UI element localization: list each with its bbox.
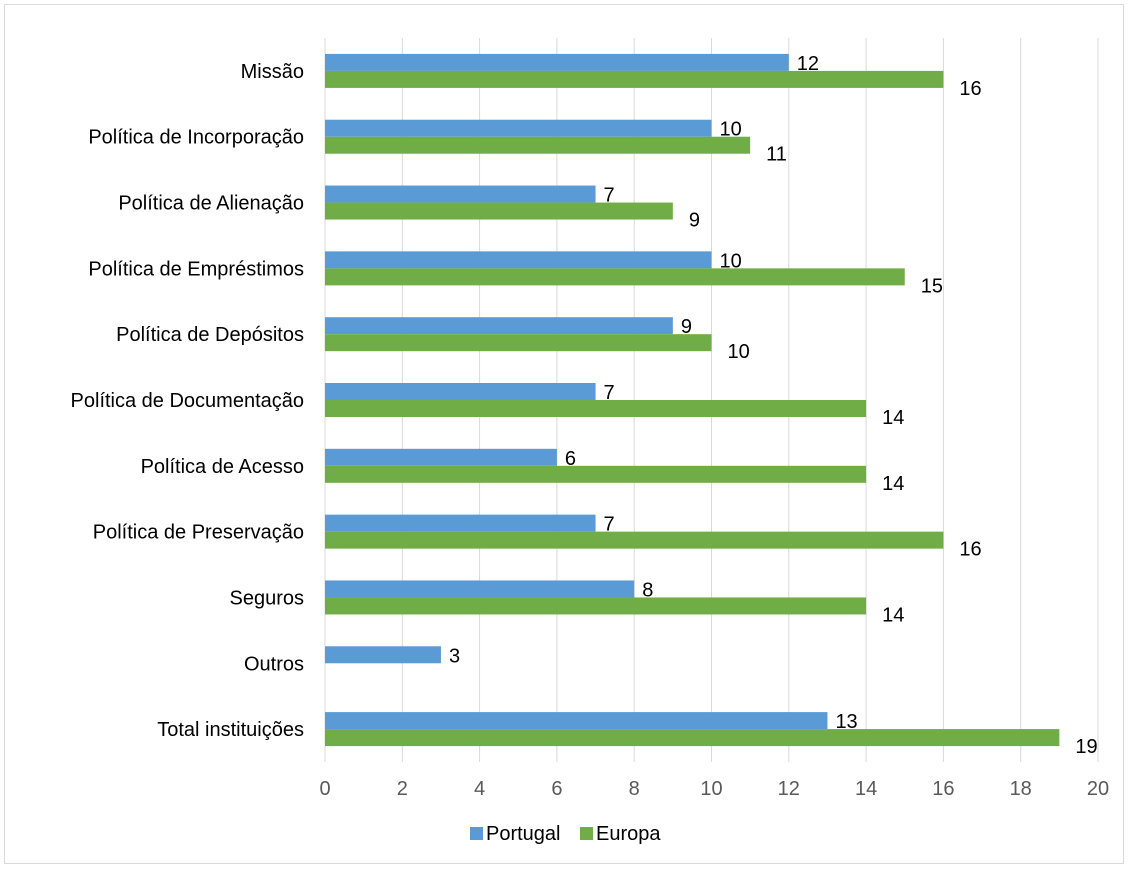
data-label-portugal: 8	[642, 579, 653, 601]
legend-swatch-portugal	[470, 827, 483, 840]
x-tick-label: 2	[397, 778, 408, 800]
bar-portugal	[325, 186, 596, 203]
legend-label-europa: Europa	[596, 823, 661, 845]
bar-europa	[325, 137, 750, 154]
bar-europa	[325, 729, 1059, 746]
category-label: Política de Empréstimos	[88, 258, 304, 280]
bar-europa	[325, 532, 943, 549]
bar-europa	[325, 597, 866, 614]
x-tick-label: 20	[1087, 778, 1109, 800]
data-label-portugal: 10	[720, 119, 742, 141]
data-label-portugal: 12	[797, 53, 819, 75]
category-label: Política de Depósitos	[116, 324, 304, 346]
data-label-portugal: 7	[604, 514, 615, 536]
data-label-europa: 10	[728, 341, 750, 363]
data-label-portugal: 7	[604, 185, 615, 207]
data-label-europa: 11	[766, 144, 787, 166]
category-label: Total instituições	[157, 719, 304, 741]
bar-europa	[325, 466, 866, 483]
data-label-europa: 19	[1075, 736, 1097, 758]
bar-portugal	[325, 580, 634, 597]
bar-europa	[325, 400, 866, 417]
x-tick-label: 4	[474, 778, 485, 800]
bar-portugal	[325, 449, 557, 466]
category-label: Política de Acesso	[141, 456, 304, 478]
data-label-europa: 15	[921, 275, 943, 297]
bars	[325, 54, 1059, 746]
data-label-portugal: 13	[835, 711, 857, 733]
data-label-portugal: 3	[449, 645, 460, 667]
x-tick-label: 8	[629, 778, 640, 800]
value-axis: 0 2 4 6 8 10 12 14 16 18 20	[319, 778, 1109, 800]
data-label-portugal: 9	[681, 316, 692, 338]
data-label-europa: 16	[959, 539, 981, 561]
x-tick-label: 10	[700, 778, 722, 800]
x-tick-label: 12	[778, 778, 800, 800]
category-label: Seguros	[230, 587, 305, 609]
bar-portugal	[325, 54, 789, 71]
legend: Portugal Europa	[470, 823, 661, 845]
bar-portugal	[325, 251, 712, 268]
category-label: Missão	[241, 61, 304, 83]
data-label-europa: 14	[882, 473, 904, 495]
legend-label-portugal: Portugal	[486, 823, 561, 845]
bar-europa	[325, 268, 905, 285]
x-tick-label: 0	[319, 778, 330, 800]
data-label-portugal: 7	[604, 382, 615, 404]
bar-portugal	[325, 317, 673, 334]
bar-europa	[325, 203, 673, 220]
category-label: Política de Incorporação	[88, 127, 304, 149]
x-tick-label: 14	[855, 778, 877, 800]
data-label-europa: 14	[882, 604, 904, 626]
data-label-portugal: 10	[720, 250, 742, 272]
bar-portugal	[325, 120, 712, 137]
category-label: Política de Alienação	[118, 193, 304, 215]
bar-portugal	[325, 515, 596, 532]
category-label: Outros	[244, 653, 304, 675]
bar-europa	[325, 71, 943, 88]
data-label-europa: 16	[959, 78, 981, 100]
data-label-portugal: 6	[565, 448, 576, 470]
data-label-europa: 14	[882, 407, 904, 429]
bar-portugal	[325, 646, 441, 663]
legend-swatch-europa	[580, 827, 593, 840]
bar-europa	[325, 334, 712, 351]
category-label: Política de Documentação	[71, 390, 304, 412]
x-tick-label: 18	[1010, 778, 1032, 800]
x-tick-label: 6	[551, 778, 562, 800]
bar-portugal	[325, 383, 596, 400]
category-label: Política de Preservação	[93, 522, 304, 544]
bar-portugal	[325, 712, 827, 729]
category-axis: Missão Política de Incorporação Política d…	[71, 61, 304, 741]
data-label-europa: 9	[689, 210, 700, 232]
x-tick-label: 16	[932, 778, 954, 800]
